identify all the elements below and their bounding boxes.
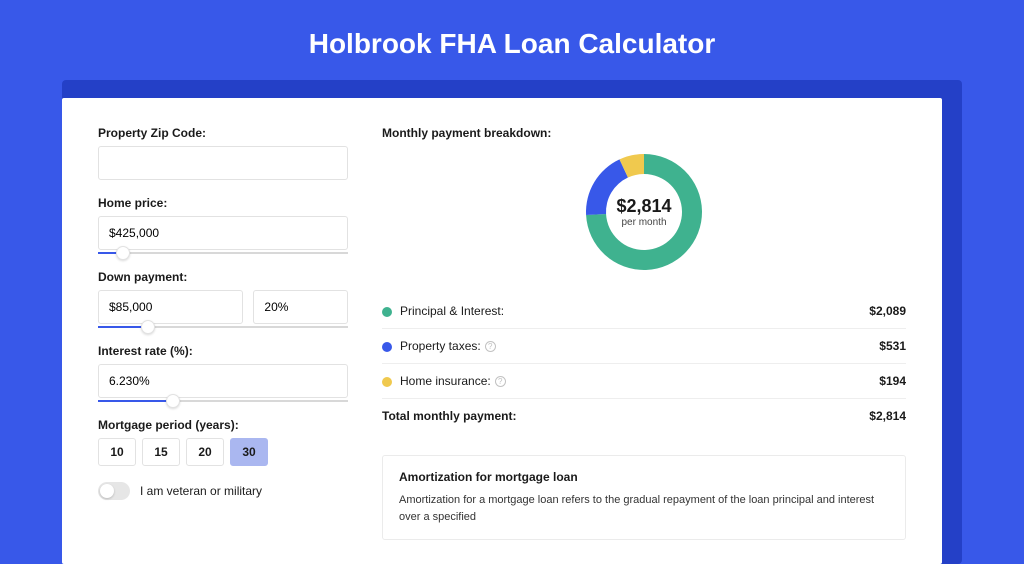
amortization-title: Amortization for mortgage loan [399,470,889,484]
down-payment-percent-input[interactable] [253,290,348,324]
legend-swatch [382,377,392,387]
donut-chart: $2,814 per month [584,152,704,272]
breakdown-row-value: $194 [879,374,906,388]
info-icon[interactable]: ? [485,341,496,352]
donut-amount: $2,814 [616,196,671,217]
period-field: Mortgage period (years): 10152030 [98,418,348,466]
period-label: Mortgage period (years): [98,418,348,432]
home-price-label: Home price: [98,196,348,210]
period-option-15[interactable]: 15 [142,438,180,466]
home-price-field: Home price: [98,196,348,254]
donut-chart-wrap: $2,814 per month [382,152,906,272]
breakdown-label-text: Home insurance: [400,374,491,388]
breakdown-row: Property taxes:? $531 [382,329,906,364]
interest-field: Interest rate (%): [98,344,348,402]
donut-sublabel: per month [621,217,666,228]
slider-thumb[interactable] [166,394,180,408]
breakdown-row: Principal & Interest: $2,089 [382,294,906,329]
page-title: Holbrook FHA Loan Calculator [0,0,1024,80]
toggle-knob [100,484,114,498]
breakdown-row: Home insurance:? $194 [382,364,906,398]
total-row: Total monthly payment: $2,814 [382,398,906,437]
breakdown-row-label: Home insurance:? [382,374,506,388]
slider-thumb[interactable] [141,320,155,334]
period-option-30[interactable]: 30 [230,438,268,466]
total-value: $2,814 [869,409,906,423]
donut-center: $2,814 per month [584,152,704,272]
zip-field: Property Zip Code: [98,126,348,180]
total-label: Total monthly payment: [382,409,516,423]
down-payment-slider[interactable] [98,326,348,328]
down-payment-label: Down payment: [98,270,348,284]
calculator-card: Property Zip Code: Home price: Down paym… [62,98,942,564]
legend-swatch [382,307,392,317]
amortization-text: Amortization for a mortgage loan refers … [399,492,889,525]
veteran-row: I am veteran or military [98,482,348,500]
interest-label: Interest rate (%): [98,344,348,358]
veteran-toggle[interactable] [98,482,130,500]
info-icon[interactable]: ? [495,376,506,387]
home-price-slider[interactable] [98,252,348,254]
interest-slider[interactable] [98,400,348,402]
legend-swatch [382,342,392,352]
breakdown-panel: Monthly payment breakdown: $2,814 per mo… [382,126,906,540]
breakdown-label-text: Property taxes: [400,339,481,353]
period-option-20[interactable]: 20 [186,438,224,466]
zip-input[interactable] [98,146,348,180]
breakdown-row-label: Property taxes:? [382,339,496,353]
breakdown-row-label: Principal & Interest: [382,304,504,318]
form-panel: Property Zip Code: Home price: Down paym… [98,126,348,540]
card-backdrop: Property Zip Code: Home price: Down paym… [62,80,962,564]
down-payment-amount-input[interactable] [98,290,243,324]
amortization-box: Amortization for mortgage loan Amortizat… [382,455,906,540]
zip-label: Property Zip Code: [98,126,348,140]
breakdown-title: Monthly payment breakdown: [382,126,906,140]
breakdown-row-value: $2,089 [869,304,906,318]
breakdown-label-text: Principal & Interest: [400,304,504,318]
period-option-10[interactable]: 10 [98,438,136,466]
breakdown-row-value: $531 [879,339,906,353]
slider-thumb[interactable] [116,246,130,260]
down-payment-field: Down payment: [98,270,348,328]
veteran-label: I am veteran or military [140,484,262,498]
interest-input[interactable] [98,364,348,398]
home-price-input[interactable] [98,216,348,250]
